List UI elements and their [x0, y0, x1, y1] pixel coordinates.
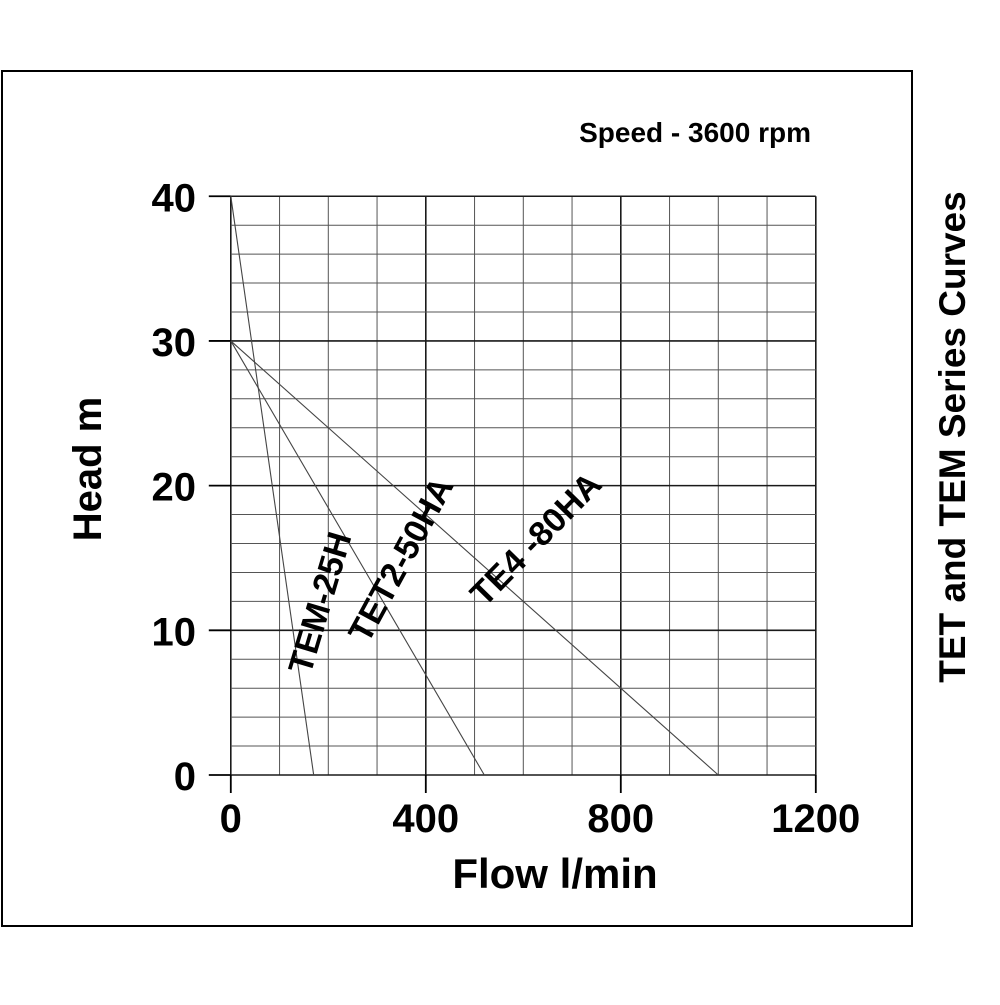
svg-text:0: 0	[174, 755, 196, 799]
svg-text:400: 400	[392, 797, 459, 841]
svg-text:1200: 1200	[771, 797, 860, 841]
svg-text:20: 20	[152, 466, 197, 510]
svg-text:800: 800	[587, 797, 654, 841]
svg-text:TEM-25H: TEM-25H	[281, 528, 359, 678]
svg-text:Head m: Head m	[66, 397, 110, 542]
svg-text:0: 0	[220, 797, 242, 841]
svg-text:Speed - 3600 rpm: Speed - 3600 rpm	[579, 117, 811, 148]
svg-text:TET2-50HA: TET2-50HA	[341, 471, 461, 649]
svg-text:TE4 -80HA: TE4 -80HA	[463, 465, 609, 613]
svg-text:40: 40	[152, 176, 197, 220]
svg-text:Flow l/min: Flow l/min	[452, 850, 657, 897]
svg-text:10: 10	[152, 610, 197, 654]
svg-text:30: 30	[152, 321, 197, 365]
svg-text:TET and TEM Series Curves: TET and TEM Series Curves	[932, 191, 973, 682]
